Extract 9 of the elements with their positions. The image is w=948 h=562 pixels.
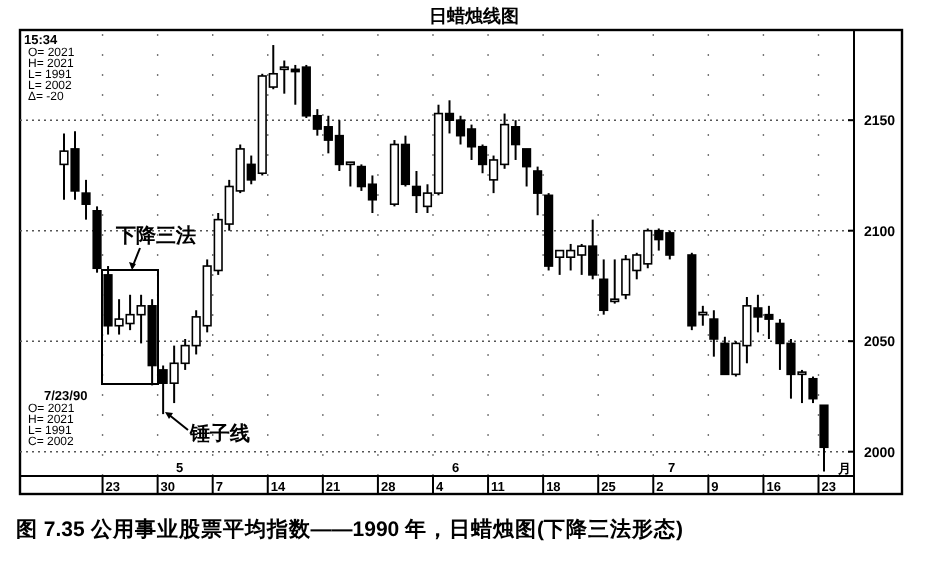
candlestick xyxy=(522,147,532,188)
candlestick xyxy=(533,165,543,217)
candlestick xyxy=(808,375,818,405)
annotation: 锤子线 xyxy=(188,422,250,446)
caption: 图 7.35 公用事业股票平均指数——1990 年，日蜡烛图(下降三法形态) xyxy=(16,516,684,542)
candlestick xyxy=(709,309,719,358)
candlestick xyxy=(81,178,91,221)
chart-title: 日蜡烛线图 xyxy=(429,6,519,26)
annotation: 下降三法 xyxy=(114,224,196,248)
